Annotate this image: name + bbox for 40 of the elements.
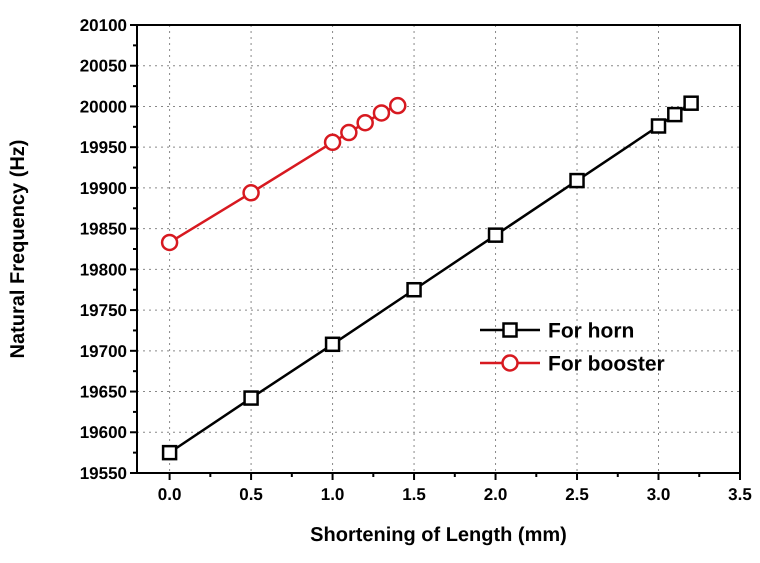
x-tick-label: 3.0 <box>646 485 670 504</box>
x-tick-label: 2.5 <box>565 485 589 504</box>
x-tick-label: 0.0 <box>158 485 182 504</box>
point <box>160 234 178 252</box>
point <box>569 172 585 188</box>
point <box>340 124 358 142</box>
x-tick-label: 1.0 <box>320 485 344 504</box>
point <box>324 134 342 152</box>
point <box>667 106 683 122</box>
x-tick-label: 1.5 <box>402 485 426 504</box>
point <box>488 227 504 243</box>
point <box>683 95 699 111</box>
point <box>162 444 178 460</box>
y-tick-label: 19600 <box>80 423 127 442</box>
point <box>406 282 422 298</box>
point <box>650 118 666 134</box>
y-tick-label: 20050 <box>80 56 127 76</box>
x-tick-label: 0.5 <box>239 485 263 504</box>
point <box>324 336 340 352</box>
point <box>372 104 390 122</box>
x-axis-title: Shortening of Length (mm) <box>310 524 567 546</box>
y-tick-label: 19850 <box>80 220 127 239</box>
y-tick-label: 19800 <box>80 260 127 280</box>
x-tick-label: 3.5 <box>728 485 752 504</box>
point <box>242 184 260 202</box>
y-tick-label: 19750 <box>80 301 127 320</box>
point <box>243 390 259 406</box>
y-tick-label: 19900 <box>80 178 127 198</box>
legend-label: For horn <box>548 319 634 342</box>
y-axis-title: Natural Frequency (Hz) <box>7 140 29 358</box>
legend-label: For booster <box>548 352 665 376</box>
y-tick-label: 19700 <box>80 342 127 361</box>
y-tick-label: 20000 <box>80 97 127 116</box>
point <box>389 96 407 114</box>
y-tick-label: 19650 <box>80 382 127 402</box>
point <box>356 114 374 132</box>
y-tick-label: 19950 <box>80 138 127 158</box>
x-tick-label: 2.0 <box>484 485 508 504</box>
y-tick-label: 19550 <box>80 464 127 483</box>
y-tick-label: 20100 <box>80 16 127 35</box>
